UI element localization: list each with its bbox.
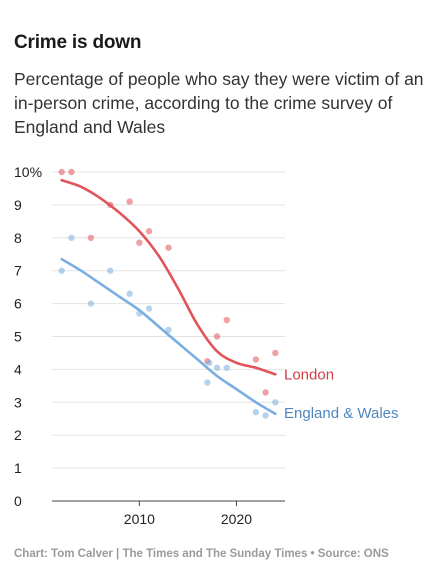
england-wales-point: [204, 379, 211, 386]
london-point: [213, 333, 221, 340]
y-tick-label: 0: [14, 493, 22, 509]
england-wales-point: [252, 408, 260, 416]
london-point: [126, 198, 133, 205]
y-tick-label: 8: [14, 230, 22, 246]
london-point: [145, 228, 153, 235]
y-tick-label: 6: [14, 296, 22, 312]
england-wales-point: [126, 290, 133, 297]
chart-title: Crime is down: [14, 32, 142, 53]
y-tick-label: 4: [14, 361, 22, 377]
x-tick-label: 2010: [124, 511, 155, 527]
england-wales-point: [213, 364, 221, 371]
x-tick-label: 2020: [221, 511, 252, 527]
england-wales-point: [58, 267, 65, 274]
england-wales-point: [165, 326, 172, 334]
london-trend-line: [60, 178, 277, 376]
chart-plot: 0 1 2 3 4 5 6 7 8 9 10% 2010 2020 London England & Wal…: [14, 164, 399, 527]
london-point: [252, 356, 260, 363]
england-wales-label: England & Wales: [284, 405, 399, 422]
england-wales-point: [145, 305, 153, 312]
y-tick-label: 5: [14, 329, 22, 345]
y-tick-label: 1: [14, 460, 22, 476]
y-tick-label: 7: [14, 263, 22, 279]
y-tick-label: 3: [14, 394, 22, 410]
chart-subtitle: Percentage of people who say they were v…: [14, 69, 424, 137]
england-wales-point: [262, 412, 269, 419]
england-wales-point: [223, 364, 230, 371]
england-wales-point: [68, 234, 75, 241]
england-wales-point: [206, 359, 213, 367]
y-tick-label: 2: [14, 427, 22, 443]
london-point: [165, 244, 172, 251]
england-wales-point: [87, 300, 95, 307]
london-point: [272, 349, 279, 357]
london-point: [136, 239, 143, 246]
london-point: [68, 168, 75, 176]
england-wales-trend-line: [60, 257, 277, 416]
london-point: [87, 234, 95, 241]
y-tick-label: 10%: [14, 164, 42, 180]
london-point: [58, 168, 65, 176]
england-wales-point: [107, 267, 114, 274]
london-point: [262, 389, 269, 396]
london-point: [223, 316, 230, 324]
y-tick-label: 9: [14, 197, 22, 213]
chart-footer: Chart: Tom Calver | The Times and The Su…: [14, 548, 389, 560]
england-wales-point: [272, 399, 279, 406]
london-label: London: [284, 366, 334, 383]
